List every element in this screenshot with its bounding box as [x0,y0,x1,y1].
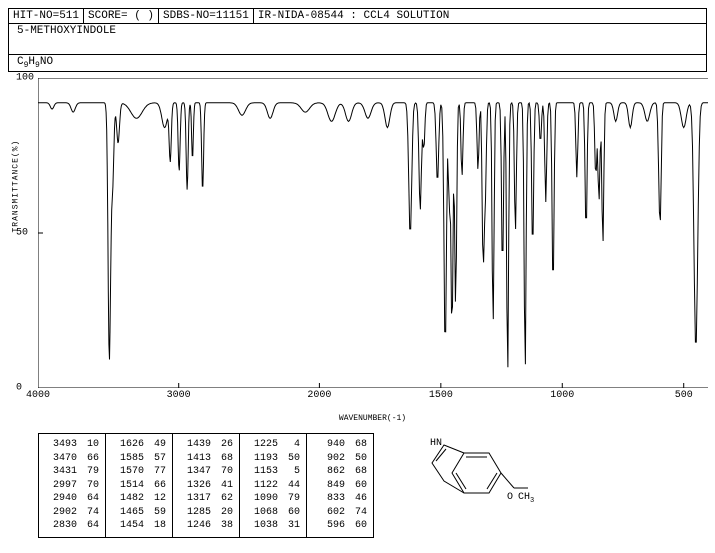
peak-row: 59660 [313,519,367,533]
y-tick: 100 [16,73,34,84]
peak-column: 3493103470663431792997702940642902742830… [39,434,106,537]
hn-label: HN [430,438,442,449]
peak-row: 290274 [45,506,99,520]
peak-row: 145418 [112,519,166,533]
x-tick: 2000 [307,390,331,401]
hit-no: HIT-NO=511 [9,9,84,23]
peak-row: 103831 [246,519,300,533]
peak-row: 347066 [45,452,99,466]
sdbs-no: SDBS-NO=11151 [159,9,254,23]
header-row-1: HIT-NO=511 SCORE= ( ) SDBS-NO=11151 IR-N… [9,9,706,24]
x-tick: 4000 [26,390,50,401]
header-panel: HIT-NO=511 SCORE= ( ) SDBS-NO=11151 IR-N… [8,8,707,72]
peak-row: 128520 [179,506,233,520]
peak-row: 162649 [112,438,166,452]
molecular-formula: C9H9NO [9,55,706,71]
peak-row: 112244 [246,479,300,493]
molecule-structure: HN O CH3 [394,433,544,523]
och3-label: O [507,492,513,503]
peak-row: 11535 [246,465,300,479]
x-tick: 1000 [550,390,574,401]
peak-row: 143926 [179,438,233,452]
peak-column: 1626491585571570771514661482121465591454… [106,434,173,537]
peak-row: 12254 [246,438,300,452]
spectrum-plot [38,78,708,388]
peak-row: 283064 [45,519,99,533]
y-axis-label: TRANSMITTANCE(%) [12,140,21,233]
y-tick: 0 [16,383,22,394]
peak-row: 349310 [45,438,99,452]
compound-name: 5-METHOXYINDOLE [9,24,706,55]
peak-row: 134770 [179,465,233,479]
y-tick: 50 [16,228,28,239]
peak-row: 83346 [313,492,367,506]
peak-row: 151466 [112,479,166,493]
peak-row: 106860 [246,506,300,520]
peak-row: 60274 [313,506,367,520]
peak-table: 3493103470663431792997702940642902742830… [38,433,374,538]
score: SCORE= ( ) [84,9,159,23]
peak-row: 109079 [246,492,300,506]
bottom-section: 3493103470663431792997702940642902742830… [38,433,707,538]
peak-column: 94068902508626884960833466027459660 [307,434,373,537]
peak-row: 90250 [313,452,367,466]
peak-row: 124638 [179,519,233,533]
ir-info: IR-NIDA-08544 : CCL4 SOLUTION [254,9,706,23]
peak-row: 299770 [45,479,99,493]
x-axis-label: WAVENUMBER(-1) [38,414,707,423]
peak-row: 294064 [45,492,99,506]
ir-spectrum-chart: TRANSMITTANCE(%) 050100 [38,78,708,388]
peak-row: 86268 [313,465,367,479]
peak-row: 148212 [112,492,166,506]
peak-row: 84960 [313,479,367,493]
x-tick: 3000 [167,390,191,401]
peak-row: 343179 [45,465,99,479]
peak-row: 141368 [179,452,233,466]
x-tick: 1500 [429,390,453,401]
peak-row: 157077 [112,465,166,479]
peak-row: 131762 [179,492,233,506]
peak-row: 132641 [179,479,233,493]
peak-row: 146559 [112,506,166,520]
x-tick: 500 [675,390,693,401]
peak-row: 94068 [313,438,367,452]
peak-row: 158557 [112,452,166,466]
x-axis-ticks: 40003000200015001000500 [38,388,708,400]
peak-column: 1225411935011535112244109079106860103831 [240,434,307,537]
peak-row: 119350 [246,452,300,466]
peak-column: 1439261413681347701326411317621285201246… [173,434,240,537]
svg-text:CH3: CH3 [518,492,534,505]
